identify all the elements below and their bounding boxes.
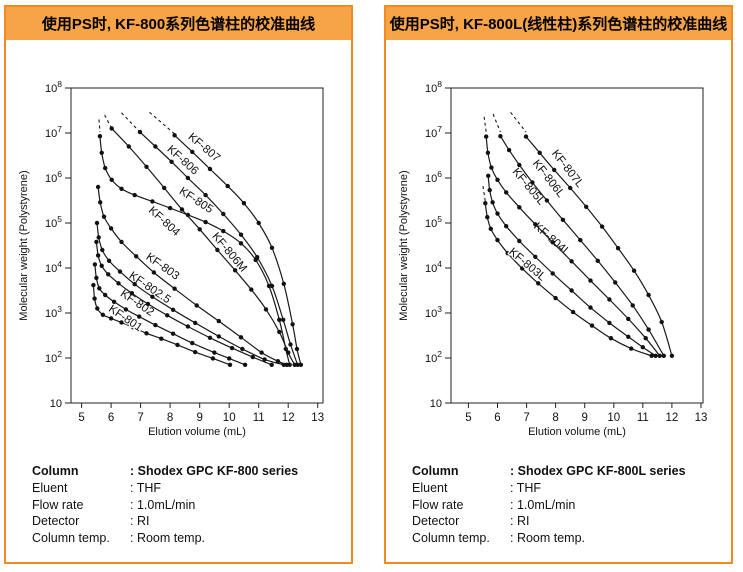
spec-row-detector: Detector : RI	[412, 513, 723, 530]
spec-label: Detector	[32, 514, 80, 529]
svg-text:107: 107	[45, 124, 62, 140]
spec-label: Column	[412, 464, 459, 478]
svg-text:104: 104	[425, 259, 442, 275]
svg-text:102: 102	[425, 349, 442, 365]
svg-text:102: 102	[45, 349, 62, 365]
spec-value: : 1.0mL/min	[510, 497, 576, 512]
svg-text:9: 9	[581, 412, 587, 424]
spec-row-flow-rate: Flow rate : 1.0mL/min	[412, 497, 723, 514]
svg-text:Elution volume (mL): Elution volume (mL)	[148, 426, 246, 438]
spec-row-column: Column : Shodex GPC KF-800L series	[412, 463, 723, 480]
svg-text:103: 103	[45, 304, 62, 320]
svg-text:8: 8	[167, 412, 173, 424]
calibration-chart-kf800: 10 102 103 104 105 106 107 108 5 6 7 8 9 10 11 12 13 Elut…	[18, 79, 324, 438]
spec-value: : RI	[510, 514, 530, 529]
svg-text:9: 9	[196, 412, 202, 424]
svg-text:Molecular weight (Polystyrene): Molecular weight (Polystyrene)	[398, 170, 410, 320]
svg-text:108: 108	[45, 79, 62, 95]
spec-row-detector: Detector : RI	[32, 513, 343, 530]
spec-row-flow-rate: Flow rate : 1.0mL/min	[32, 497, 343, 514]
curve-label: KF-803	[144, 251, 182, 282]
svg-text:108: 108	[425, 79, 442, 95]
spec-value: : Room temp.	[130, 531, 206, 546]
spec-value: : 1.0mL/min	[130, 497, 196, 512]
calibration-chart-kf800l: 10 102 103 104 105 106 107 108 5 6 7 8 9 10 11 12 13 Elut…	[398, 79, 708, 438]
svg-text:11: 11	[253, 412, 265, 424]
spec-table-right: Column : Shodex GPC KF-800L series Eluen…	[412, 463, 723, 547]
spec-label: Column temp.	[412, 531, 490, 546]
spec-label: Eluent	[32, 480, 68, 495]
svg-text:10: 10	[223, 412, 236, 424]
spec-label: Column	[32, 464, 79, 478]
spec-value: : Room temp.	[510, 531, 586, 546]
spec-table-left: Column : Shodex GPC KF-800 series Eluent…	[32, 463, 343, 547]
spec-row-column-temp: Column temp. : Room temp.	[32, 530, 343, 547]
spec-label: Column temp.	[32, 531, 110, 546]
spec-value: : Shodex GPC KF-800 series	[130, 464, 299, 478]
svg-text:105: 105	[45, 214, 62, 230]
svg-text:106: 106	[425, 169, 442, 185]
svg-text:13: 13	[695, 412, 708, 424]
svg-text:Elution volume (mL): Elution volume (mL)	[528, 426, 626, 438]
svg-text:8: 8	[552, 412, 558, 424]
spec-label: Eluent	[412, 480, 448, 495]
svg-text:103: 103	[425, 304, 442, 320]
spec-value: : RI	[130, 514, 150, 529]
svg-text:7: 7	[137, 412, 143, 424]
spec-label: Detector	[412, 514, 460, 529]
panel-kf800-series: 使用PS时, KF-800系列色谱柱的校准曲线 10 102 103 104 105 10…	[4, 5, 353, 564]
panel-title-right: 使用PS时, KF-800L(线性柱)系列色谱柱的校准曲线	[386, 7, 731, 40]
svg-text:13: 13	[311, 412, 324, 424]
spec-row-eluent: Eluent : THF	[412, 480, 723, 497]
svg-text:11: 11	[637, 412, 649, 424]
svg-text:Molecular weight (Polystyrene): Molecular weight (Polystyrene)	[18, 170, 30, 320]
svg-text:104: 104	[45, 259, 62, 275]
svg-text:105: 105	[425, 214, 442, 230]
svg-text:107: 107	[425, 124, 442, 140]
spec-row-column-temp: Column temp. : Room temp.	[412, 530, 723, 547]
spec-label: Flow rate	[32, 497, 84, 512]
svg-text:12: 12	[666, 412, 679, 424]
svg-text:10: 10	[50, 398, 62, 410]
curve-label: KF-803L	[506, 246, 548, 284]
spec-value: : Shodex GPC KF-800L series	[510, 464, 686, 478]
svg-text:10: 10	[607, 412, 620, 424]
svg-text:10: 10	[430, 398, 442, 410]
spec-label: Flow rate	[412, 497, 464, 512]
svg-text:7: 7	[523, 412, 529, 424]
panel-title-left: 使用PS时, KF-800系列色谱柱的校准曲线	[6, 7, 351, 40]
svg-text:106: 106	[45, 169, 62, 185]
svg-text:6: 6	[494, 412, 500, 424]
panel-kf800l-series: 使用PS时, KF-800L(线性柱)系列色谱柱的校准曲线 10 102 103 10…	[384, 5, 733, 564]
spec-value: : THF	[510, 480, 542, 495]
svg-text:5: 5	[78, 412, 84, 424]
svg-text:12: 12	[282, 412, 295, 424]
svg-text:6: 6	[108, 412, 114, 424]
spec-row-eluent: Eluent : THF	[32, 480, 343, 497]
spec-row-column: Column : Shodex GPC KF-800 series	[32, 463, 343, 480]
curve-label: KF-804	[146, 205, 183, 240]
spec-value: : THF	[130, 480, 162, 495]
svg-text:5: 5	[465, 412, 471, 424]
